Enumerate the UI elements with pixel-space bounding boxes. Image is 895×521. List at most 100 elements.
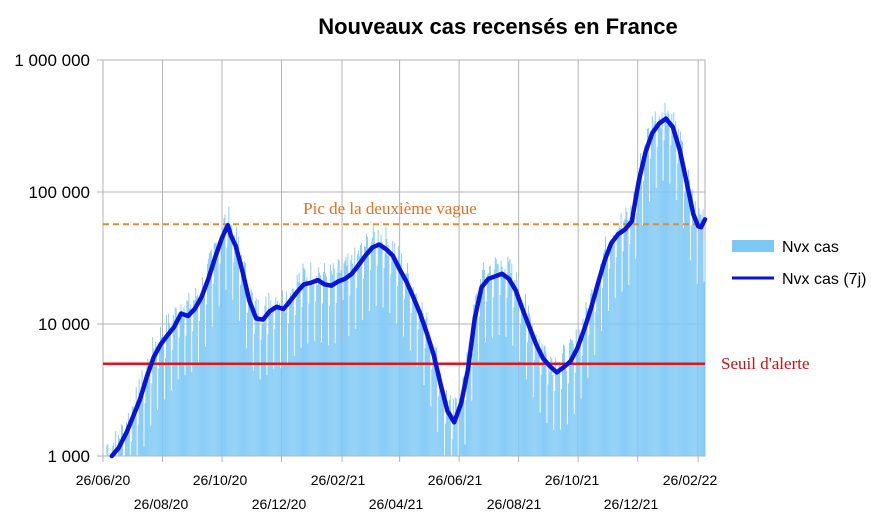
daily-case-bar bbox=[570, 340, 572, 456]
daily-case-bar bbox=[331, 274, 333, 456]
daily-case-bar bbox=[679, 152, 681, 456]
daily-case-bar bbox=[550, 356, 552, 456]
daily-case-bar bbox=[159, 346, 161, 456]
daily-case-bar bbox=[518, 295, 520, 456]
daily-case-bar bbox=[687, 169, 689, 457]
daily-case-bar bbox=[648, 201, 650, 456]
daily-case-bar bbox=[520, 324, 522, 456]
daily-case-bar bbox=[611, 242, 613, 456]
daily-case-bar bbox=[704, 239, 706, 456]
daily-case-bar bbox=[439, 384, 441, 456]
daily-case-bar bbox=[476, 293, 478, 456]
daily-case-bar bbox=[179, 313, 181, 456]
daily-case-bar bbox=[287, 323, 289, 456]
daily-case-bar bbox=[572, 343, 574, 456]
daily-case-bar bbox=[428, 331, 430, 456]
daily-case-bar bbox=[354, 247, 356, 456]
daily-case-bar bbox=[112, 446, 114, 456]
daily-case-bar bbox=[558, 366, 560, 456]
daily-case-bar bbox=[451, 439, 453, 456]
daily-case-bar bbox=[249, 303, 251, 456]
daily-case-bar bbox=[522, 313, 523, 456]
daily-case-bar bbox=[275, 297, 277, 456]
daily-case-bar bbox=[188, 292, 190, 456]
daily-case-bar bbox=[639, 168, 641, 456]
daily-case-bar bbox=[612, 235, 614, 456]
daily-case-bar bbox=[233, 262, 235, 456]
daily-case-bar bbox=[302, 263, 304, 456]
daily-case-bar bbox=[380, 234, 382, 456]
daily-case-bar bbox=[254, 301, 256, 456]
daily-case-bar bbox=[602, 288, 603, 456]
daily-case-bar bbox=[683, 227, 684, 456]
daily-case-bar bbox=[469, 350, 471, 456]
daily-case-bar bbox=[338, 260, 340, 456]
daily-case-bar bbox=[702, 209, 704, 456]
daily-case-bar bbox=[197, 295, 199, 456]
daily-case-bar bbox=[485, 342, 486, 456]
daily-case-bar bbox=[189, 308, 191, 456]
daily-case-bar bbox=[700, 214, 702, 456]
daily-case-bar bbox=[551, 358, 553, 456]
daily-case-bar bbox=[324, 263, 325, 456]
daily-case-bar bbox=[559, 361, 561, 456]
daily-case-bar bbox=[394, 242, 396, 456]
daily-case-bar bbox=[351, 254, 353, 456]
daily-case-bar bbox=[557, 374, 559, 456]
daily-case-bar bbox=[646, 147, 647, 457]
daily-case-bar bbox=[411, 294, 413, 456]
daily-case-bar bbox=[191, 372, 193, 456]
daily-case-bar bbox=[241, 254, 242, 456]
daily-case-bar bbox=[284, 307, 285, 456]
daily-case-bar bbox=[398, 246, 400, 456]
daily-case-bar bbox=[180, 304, 182, 456]
daily-case-bar bbox=[389, 312, 391, 456]
daily-case-bar bbox=[435, 346, 437, 456]
daily-case-bar bbox=[360, 245, 362, 456]
daily-case-bar bbox=[225, 289, 227, 456]
daily-case-bar bbox=[404, 298, 405, 456]
daily-case-bar bbox=[293, 355, 295, 456]
x-tick-label: 26/08/20 bbox=[134, 496, 189, 512]
daily-case-bar bbox=[212, 283, 214, 456]
daily-case-bar bbox=[459, 409, 461, 456]
daily-case-bar bbox=[203, 293, 204, 456]
daily-case-bar bbox=[222, 228, 224, 456]
daily-case-bar bbox=[239, 320, 241, 456]
daily-case-bar bbox=[436, 347, 438, 456]
daily-case-bar bbox=[424, 348, 426, 456]
daily-case-bar bbox=[635, 258, 637, 456]
daily-case-bar bbox=[417, 329, 419, 456]
daily-case-bar bbox=[314, 341, 316, 456]
daily-case-bar bbox=[666, 124, 668, 457]
daily-case-bar bbox=[352, 263, 354, 456]
daily-case-bar bbox=[676, 200, 678, 456]
daily-case-bar bbox=[634, 201, 636, 456]
daily-case-bar bbox=[547, 384, 549, 456]
daily-case-bar bbox=[285, 291, 287, 456]
daily-case-bar bbox=[125, 422, 127, 456]
daily-case-bar bbox=[288, 304, 290, 456]
daily-case-bar bbox=[263, 323, 265, 456]
daily-case-bar bbox=[471, 400, 473, 456]
daily-case-bar bbox=[460, 401, 462, 456]
daily-case-bar bbox=[406, 262, 408, 456]
daily-case-bar bbox=[513, 307, 515, 456]
daily-case-bar bbox=[312, 285, 314, 456]
daily-case-bar bbox=[410, 313, 412, 456]
daily-case-bar bbox=[475, 295, 477, 456]
daily-case-bar bbox=[698, 208, 700, 456]
daily-case-bar bbox=[537, 345, 539, 456]
daily-case-bar bbox=[429, 340, 431, 456]
daily-case-bar bbox=[367, 256, 369, 456]
daily-case-bar bbox=[273, 368, 275, 456]
daily-case-bar bbox=[534, 342, 536, 456]
daily-case-bar bbox=[366, 233, 367, 456]
daily-case-bar bbox=[187, 301, 189, 456]
daily-case-bar bbox=[689, 260, 691, 456]
daily-case-bar bbox=[556, 374, 558, 456]
daily-case-bar bbox=[426, 312, 428, 456]
daily-case-bar bbox=[686, 177, 687, 456]
daily-case-bar bbox=[662, 180, 664, 456]
daily-case-bar bbox=[637, 173, 639, 456]
